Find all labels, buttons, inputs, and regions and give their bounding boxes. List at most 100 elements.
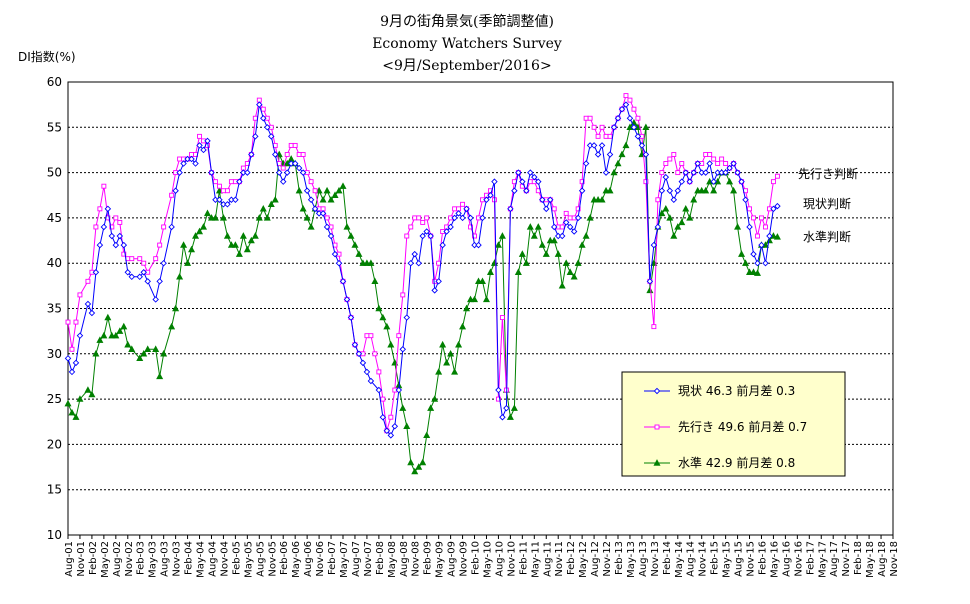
data-point — [157, 242, 163, 248]
legend-label: 水準 42.9 前月差 0.8 — [678, 455, 795, 470]
data-point — [363, 368, 371, 376]
data-point — [180, 241, 188, 248]
x-tick-label: Aug-05 — [255, 541, 266, 577]
legend-marker — [653, 459, 661, 466]
data-point — [383, 322, 391, 330]
data-point — [659, 170, 665, 176]
data-point — [319, 210, 327, 217]
data-point — [706, 160, 713, 167]
legend-marker — [654, 424, 660, 430]
data-point — [479, 214, 486, 222]
data-point — [153, 256, 159, 262]
legend-label: 先行き 49.6 前月差 0.7 — [678, 419, 807, 434]
data-point — [177, 156, 183, 162]
data-point — [566, 223, 574, 231]
x-tick-label: Nov-16 — [793, 541, 804, 577]
data-point — [770, 179, 776, 185]
data-point — [582, 160, 590, 167]
x-tick-label: Feb-09 — [423, 541, 434, 575]
data-point — [319, 195, 327, 203]
data-point — [136, 354, 144, 362]
x-tick-label: Feb-16 — [757, 541, 768, 575]
data-point — [92, 269, 100, 276]
data-point — [395, 386, 403, 394]
data-point — [578, 241, 586, 248]
data-point — [550, 236, 558, 244]
data-point — [599, 124, 605, 130]
data-point — [307, 196, 315, 204]
data-point — [463, 304, 471, 312]
data-point — [614, 159, 622, 167]
x-tick-label: Nov-11 — [554, 541, 565, 577]
data-point — [666, 214, 674, 221]
data-point — [331, 250, 339, 258]
data-point — [267, 200, 275, 208]
data-point — [160, 349, 168, 357]
x-tick-label: May-05 — [243, 541, 254, 578]
data-point — [574, 259, 582, 266]
data-point — [439, 340, 447, 348]
data-point — [419, 232, 426, 240]
data-point — [460, 201, 466, 207]
x-tick-label: Aug-08 — [399, 541, 410, 577]
data-point — [622, 101, 630, 108]
x-tick-label: Aug-11 — [542, 541, 553, 577]
data-point — [220, 188, 226, 194]
data-point — [734, 223, 742, 230]
data-point — [499, 413, 506, 421]
data-point — [419, 458, 427, 466]
data-point — [228, 179, 234, 185]
x-tick-label: May-14 — [674, 541, 685, 578]
data-point — [638, 142, 646, 149]
data-point — [475, 241, 482, 249]
data-point — [646, 286, 654, 294]
data-point — [495, 386, 502, 394]
data-point — [578, 187, 586, 194]
end-label-level: 水準判断 — [803, 229, 851, 244]
data-point — [72, 413, 80, 420]
data-point — [112, 241, 120, 249]
data-point — [224, 201, 231, 208]
data-point — [452, 206, 458, 212]
data-point — [383, 427, 391, 435]
data-point — [129, 256, 135, 262]
data-point — [610, 168, 618, 176]
data-point — [232, 196, 239, 204]
data-point — [607, 133, 613, 139]
data-point — [431, 287, 438, 294]
data-point — [730, 186, 738, 194]
x-tick-label: Feb-15 — [710, 541, 721, 575]
data-point — [511, 187, 518, 194]
data-point — [247, 236, 255, 244]
data-point — [88, 309, 96, 317]
data-point — [372, 351, 378, 357]
data-point — [671, 152, 677, 157]
data-point — [655, 197, 661, 203]
data-point — [575, 206, 581, 212]
data-point — [595, 133, 601, 139]
y-tick-label: 60 — [47, 75, 62, 89]
x-tick-label: May-16 — [769, 541, 780, 578]
data-point — [72, 359, 80, 367]
data-point — [670, 196, 678, 204]
x-tick-label: Nov-02 — [124, 541, 135, 577]
data-point — [140, 269, 147, 276]
data-point — [124, 269, 132, 276]
data-point — [343, 296, 351, 303]
data-point — [634, 133, 642, 140]
data-point — [200, 146, 207, 154]
data-point — [766, 232, 773, 240]
data-point — [104, 205, 112, 213]
x-tick-label: Feb-03 — [136, 541, 147, 575]
data-point — [754, 259, 761, 267]
x-tick-label: May-07 — [339, 541, 350, 578]
data-point — [519, 178, 526, 185]
data-point — [494, 241, 502, 248]
data-point — [774, 202, 781, 210]
data-point — [152, 345, 160, 352]
data-point — [435, 368, 443, 375]
data-point — [84, 300, 92, 308]
data-point — [235, 250, 243, 257]
data-point — [443, 228, 450, 235]
